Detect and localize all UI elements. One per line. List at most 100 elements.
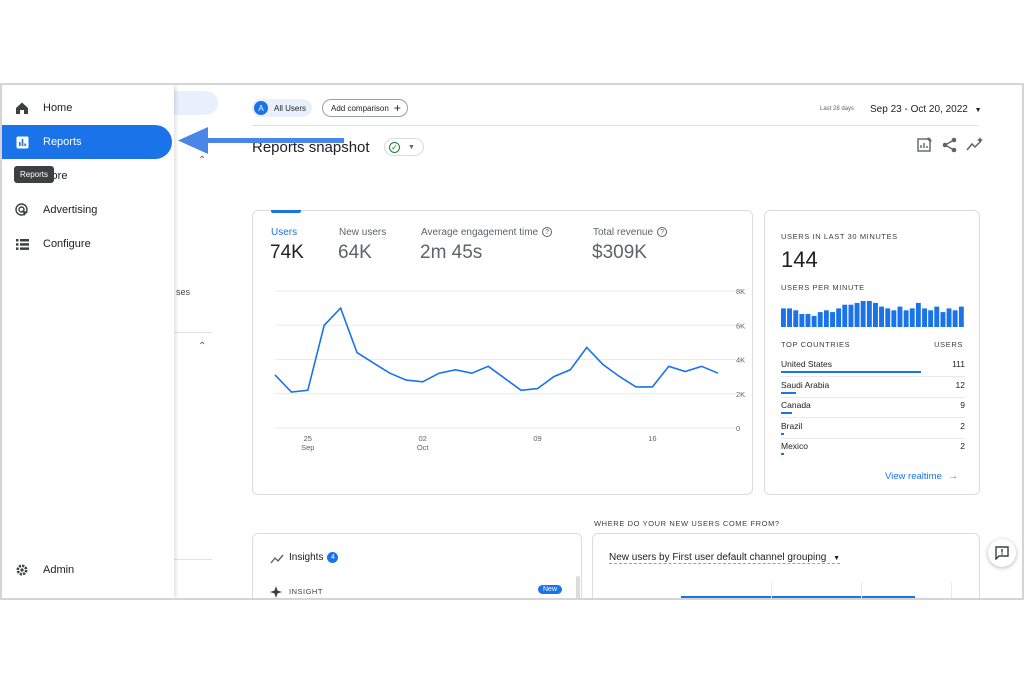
minute-bar: [848, 304, 854, 327]
y-tick-label: 6K: [736, 321, 745, 330]
arrow-right-icon: →: [948, 471, 959, 482]
minute-bar: [903, 310, 909, 327]
plus-icon: +: [393, 101, 401, 115]
feedback-button[interactable]: [988, 539, 1016, 567]
country-row: Saudi Arabia 12: [781, 380, 965, 400]
reports-tooltip: Reports: [14, 166, 55, 183]
country-name: Brazil: [781, 420, 803, 431]
gridline: [771, 582, 772, 598]
metric-label: Total revenue?: [593, 227, 668, 238]
minute-bar: [860, 301, 866, 327]
minute-bar: [958, 306, 964, 327]
metric-value: 64K: [338, 242, 372, 263]
add-comparison-button[interactable]: Add comparison +: [322, 99, 408, 117]
metric-label: Users: [271, 227, 298, 238]
country-row: Mexico 2: [781, 441, 965, 461]
minute-bar: [793, 310, 799, 327]
minute-bar: [897, 306, 903, 327]
nav-label: Admin: [43, 564, 75, 576]
minute-bar: [781, 308, 786, 327]
nav-item-home[interactable]: Home: [2, 91, 172, 125]
chevron-up-icon[interactable]: ⌃: [198, 341, 207, 352]
minute-bar: [915, 302, 921, 327]
country-name: Mexico: [781, 441, 808, 451]
help-icon[interactable]: ?: [657, 227, 668, 237]
minute-bar: [866, 301, 872, 327]
nav-item-admin[interactable]: Admin: [2, 553, 172, 587]
gridline: [861, 582, 862, 598]
minute-bar: [842, 304, 848, 327]
metric-value: 74K: [270, 242, 304, 263]
row-divider: [781, 437, 965, 439]
minute-bar: [836, 308, 842, 327]
insights-title: Insights 4: [289, 552, 339, 563]
minute-bar: [891, 310, 897, 327]
per-minute-heading: USERS PER MINUTE: [781, 283, 865, 292]
nav-item-advertising[interactable]: Advertising: [2, 193, 172, 227]
report-status-chip[interactable]: ✓ ▼: [384, 138, 424, 156]
share-icon[interactable]: [941, 136, 959, 154]
minute-bar: [909, 308, 915, 327]
new-users-bar: [681, 596, 915, 598]
date-range-picker[interactable]: Sep 23 - Oct 20, 2022 ▼: [870, 104, 982, 115]
country-row: Brazil 2: [781, 421, 965, 441]
nav-item-configure[interactable]: Configure: [2, 227, 172, 261]
annotation-arrow-icon: [178, 127, 344, 154]
chevron-up-icon[interactable]: ⌃: [198, 155, 207, 166]
scrollbar[interactable]: [576, 576, 580, 598]
feedback-icon: [995, 546, 1009, 560]
users-series-line: [274, 306, 719, 393]
subpanel-partial-text[interactable]: ses: [176, 287, 191, 297]
configure-icon: [14, 236, 30, 252]
minute-bar: [805, 314, 811, 327]
minute-bar: [879, 306, 884, 327]
users-overview-card: Users 74K New users 64K Average engageme…: [252, 210, 753, 495]
new-users-dimension-selector[interactable]: New users by First user default channel …: [609, 552, 841, 564]
y-tick-label: 2K: [736, 390, 745, 399]
x-tick-label: 09: [533, 434, 541, 443]
minute-bar: [946, 308, 952, 327]
help-icon[interactable]: ?: [542, 227, 553, 237]
customize-report-icon[interactable]: [916, 136, 934, 154]
view-realtime-link[interactable]: View realtime →: [885, 471, 958, 482]
all-users-label: All Users: [274, 103, 307, 113]
minute-bar: [952, 310, 958, 327]
subpanel-divider: [174, 332, 212, 333]
x-tick-label: Sep: [301, 443, 314, 452]
top-countries-heading: TOP COUNTRIES: [781, 340, 851, 349]
minute-bar: [885, 308, 891, 327]
country-users: 9: [960, 400, 965, 410]
all-users-chip[interactable]: A All Users: [252, 99, 313, 117]
add-comparison-label: Add comparison: [331, 103, 389, 113]
nav-item-reports[interactable]: Reports: [2, 125, 172, 159]
realtime-count: 144: [781, 247, 818, 272]
minute-bar: [873, 302, 878, 327]
minute-bar: [854, 302, 860, 327]
caret-down-icon: ▼: [833, 555, 841, 562]
subpanel-selected-item[interactable]: [174, 91, 218, 115]
nav-label: Reports: [43, 136, 82, 148]
insights-spark-icon[interactable]: [966, 136, 984, 154]
left-nav: Home Reports plore Advertising Configure: [2, 85, 174, 598]
metric-label: Average engagement time?: [421, 227, 553, 238]
nav-label: Home: [43, 102, 73, 114]
caret-down-icon: ▼: [408, 143, 415, 151]
nav-label: Advertising: [43, 204, 98, 216]
page-title: Reports snapshot: [252, 139, 370, 156]
reports-icon: [14, 134, 30, 150]
metric-value: $309K: [592, 242, 647, 263]
minute-bar: [799, 314, 805, 327]
row-divider: [781, 417, 965, 418]
minute-bar: [934, 306, 940, 327]
gridline: [951, 582, 952, 598]
sparkle-icon: [270, 586, 282, 598]
country-users: 2: [960, 420, 965, 431]
realtime-card: USERS IN LAST 30 MINUTES 144 USERS PER M…: [764, 210, 980, 495]
country-users: 12: [955, 379, 965, 390]
minute-bar: [811, 315, 817, 327]
country-name: Saudi Arabia: [781, 379, 830, 390]
subpanel-divider: [174, 559, 212, 560]
country-name: United States: [781, 359, 833, 369]
country-bar: [781, 391, 797, 394]
minute-bar: [922, 308, 927, 327]
